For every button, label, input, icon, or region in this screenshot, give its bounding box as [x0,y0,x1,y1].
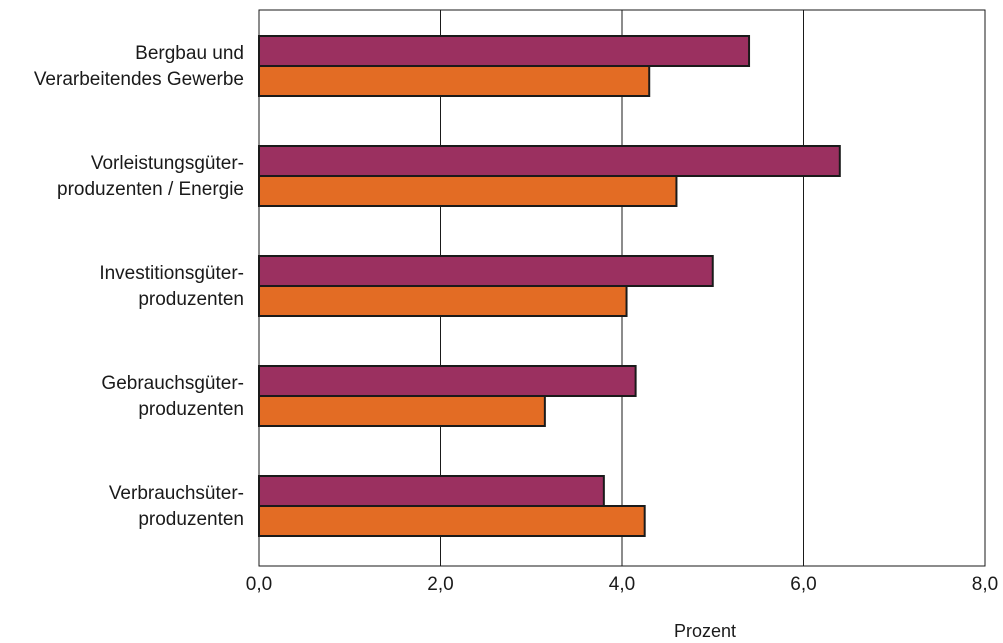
category-label: Gebrauchsgüter- [101,373,244,394]
bar-series-2-4 [258,395,546,427]
bar-series-1-4 [258,365,637,397]
bar-series-1-5 [258,475,605,507]
category-label: Bergbau und [135,43,244,64]
bar-series-2-3 [258,285,628,317]
x-tick-label: 0,0 [246,574,272,595]
category-label: Investitionsgüter- [99,263,244,284]
x-tick-label: 8,0 [972,574,998,595]
bar-series-1-2 [258,145,841,177]
bar-series-2-5 [258,505,646,537]
category-label: produzenten / Energie [57,179,244,200]
category-label: Verarbeitendes Gewerbe [34,69,244,90]
category-label: Verbrauchsüter- [109,483,244,504]
x-tick-labels: 0,0 2,0 4,0 6,0 8,0 [246,574,998,595]
plot-frame [258,9,986,567]
bar-series-1-3 [258,255,714,287]
x-tick-label: 2,0 [427,574,453,595]
category-label: produzenten [138,289,244,310]
category-label: produzenten [138,399,244,420]
bar-series-2-1 [258,65,651,97]
x-tick-label: 6,0 [790,574,816,595]
category-labels: Bergbau und Verarbeitendes Gewerbe Vorleis… [34,43,244,530]
bar-series-1-1 [258,35,751,67]
x-axis-title: Prozent [674,621,736,641]
bar-series-2-2 [258,175,678,207]
category-label: Vorleistungsgüter- [91,153,244,174]
x-tick-label: 4,0 [609,574,635,595]
bars [258,35,841,537]
category-label: produzenten [138,509,244,530]
